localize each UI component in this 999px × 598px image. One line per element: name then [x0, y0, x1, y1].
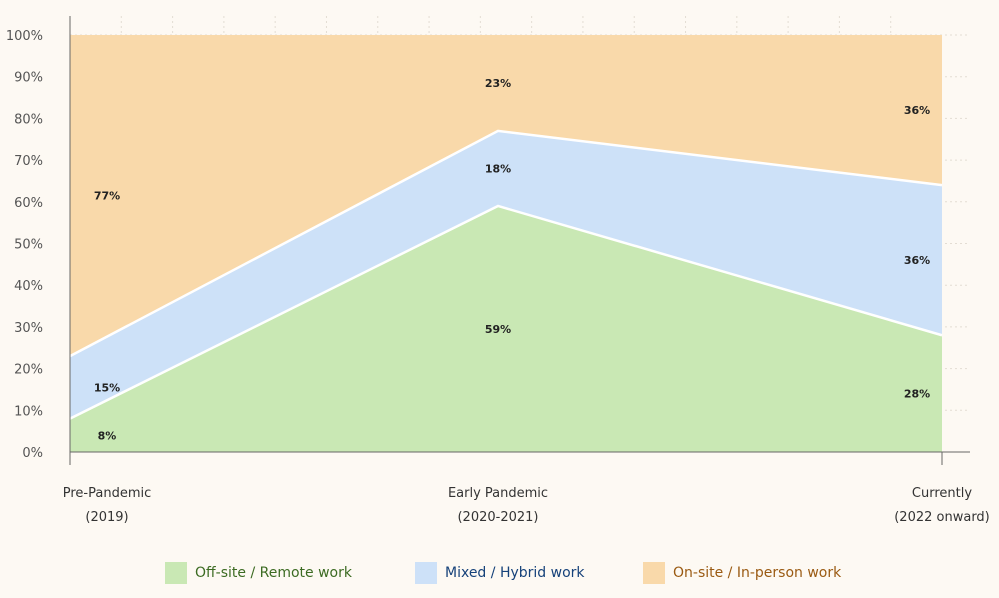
data-label: 8% — [98, 429, 117, 442]
x-category-label: Currently — [912, 486, 972, 501]
x-category-label: (2019) — [85, 510, 128, 525]
legend-swatch — [165, 562, 187, 584]
y-tick-label: 0% — [22, 446, 43, 461]
axis-layer: 0% 10% 20% 30% 40% 50% 60% 70% 80% 90% 100% Pre-Pan… — [6, 16, 990, 525]
legend-swatch — [415, 562, 437, 584]
y-tick-label: 50% — [14, 238, 43, 253]
y-tick-label: 20% — [14, 363, 43, 378]
data-label: 59% — [485, 323, 511, 336]
x-category-label: (2022 onward) — [894, 510, 990, 525]
legend-item: Mixed / Hybrid work — [415, 561, 585, 585]
y-tick-label: 70% — [14, 154, 43, 169]
series-boundary-line — [69, 129, 943, 358]
data-label: 36% — [904, 104, 930, 117]
area-on-site-in-person-work — [70, 35, 942, 357]
legend-label: On-site / In-person work — [673, 565, 842, 581]
stacked-area-chart: 0% 10% 20% 30% 40% 50% 60% 70% 80% 90% 100% Pre-Pan… — [6, 16, 990, 525]
series-boundary-line — [69, 204, 943, 420]
legend: Off-site / Remote work Mixed / Hybrid wor… — [0, 561, 999, 585]
legend-swatch — [643, 562, 665, 584]
y-tick-label: 80% — [14, 112, 43, 127]
data-label: 28% — [904, 388, 930, 401]
area-mixed-hybrid-work — [70, 130, 942, 419]
data-label: 23% — [485, 77, 511, 90]
x-category-label: Pre-Pandemic — [63, 486, 152, 501]
legend-item: On-site / In-person work — [643, 561, 841, 585]
data-label: 36% — [904, 254, 930, 267]
y-tick-label: 40% — [14, 279, 43, 294]
data-label: 15% — [94, 381, 120, 394]
y-tick-label: 30% — [14, 321, 43, 336]
y-tick-label: 90% — [14, 71, 43, 86]
legend-label: Off-site / Remote work — [195, 565, 352, 581]
x-category-label: (2020-2021) — [457, 510, 538, 525]
data-label: 18% — [485, 162, 511, 175]
y-tick-label: 60% — [14, 196, 43, 211]
legend-item: Off-site / Remote work — [165, 561, 352, 585]
area-off-site-remote-work — [70, 205, 942, 452]
legend-label: Mixed / Hybrid work — [445, 565, 585, 581]
y-tick-label: 100% — [6, 29, 43, 44]
x-category-label: Early Pandemic — [448, 486, 548, 501]
label-layer: 8% 59% 28% 15% 18% 36% 77% 23% 36% — [94, 77, 930, 442]
y-tick-label: 10% — [14, 404, 43, 419]
data-label: 77% — [94, 190, 120, 203]
area-layer — [69, 35, 943, 452]
